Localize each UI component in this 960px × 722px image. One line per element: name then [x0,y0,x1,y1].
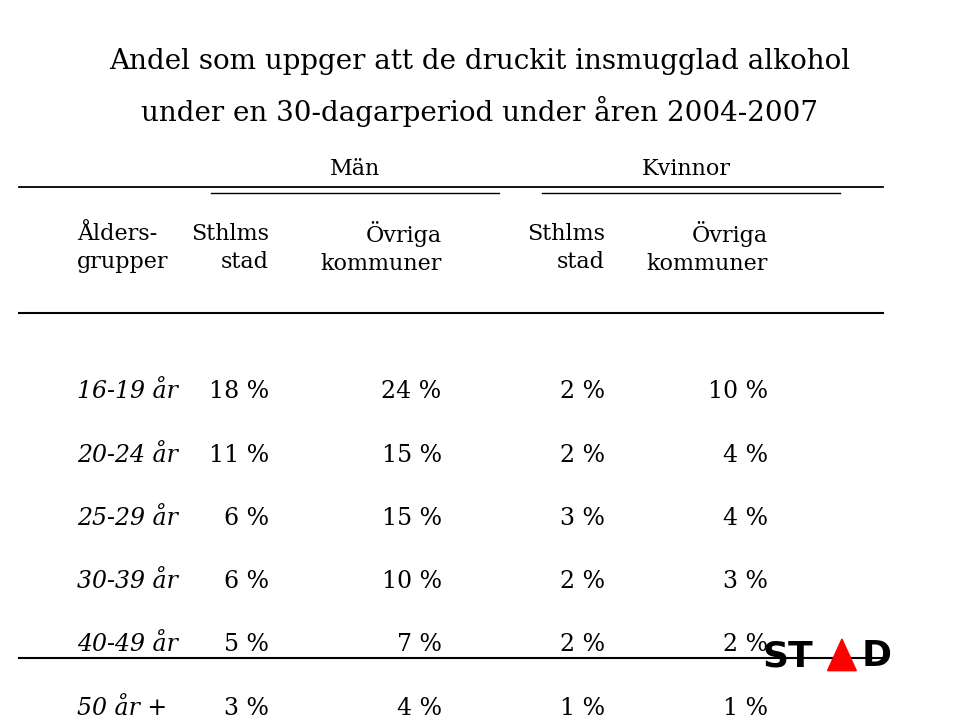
Text: ST: ST [762,639,813,674]
Text: 2 %: 2 % [723,633,768,656]
Text: 2 %: 2 % [560,443,605,466]
Text: under en 30-dagarperiod under åren 2004-2007: under en 30-dagarperiod under åren 2004-… [141,96,819,127]
Text: 6 %: 6 % [224,570,269,593]
Text: 50 år +: 50 år + [77,697,167,720]
Text: D: D [862,639,892,674]
Text: 10 %: 10 % [708,380,768,404]
Text: 6 %: 6 % [224,507,269,530]
Text: 20-24 år: 20-24 år [77,443,178,466]
Text: 10 %: 10 % [382,570,442,593]
Text: 4 %: 4 % [723,443,768,466]
Text: 40-49 år: 40-49 år [77,633,178,656]
Text: 15 %: 15 % [382,507,442,530]
Text: 16-19 år: 16-19 år [77,380,178,404]
Text: Ålders-
grupper: Ålders- grupper [77,222,168,274]
Text: 18 %: 18 % [208,380,269,404]
Text: 2 %: 2 % [560,380,605,404]
Text: 2 %: 2 % [560,570,605,593]
Text: 5 %: 5 % [224,633,269,656]
Text: Män: Män [330,158,380,180]
Text: 4 %: 4 % [396,697,442,720]
Text: 1 %: 1 % [723,697,768,720]
Text: Andel som uppger att de druckit insmugglad alkohol: Andel som uppger att de druckit insmuggl… [109,48,851,74]
Text: 15 %: 15 % [382,443,442,466]
Text: Övriga
kommuner: Övriga kommuner [321,221,442,275]
Text: Övriga
kommuner: Övriga kommuner [647,221,768,275]
Text: 3 %: 3 % [560,507,605,530]
Text: Sthlms
stad: Sthlms stad [527,222,605,274]
Text: 3 %: 3 % [224,697,269,720]
Text: Sthlms
stad: Sthlms stad [191,222,269,274]
Text: 7 %: 7 % [396,633,442,656]
Text: 4 %: 4 % [723,507,768,530]
Text: 2 %: 2 % [560,633,605,656]
Text: 11 %: 11 % [208,443,269,466]
Text: 30-39 år: 30-39 år [77,570,178,593]
Text: 1 %: 1 % [560,697,605,720]
Text: 24 %: 24 % [381,380,442,404]
Text: Kvinnor: Kvinnor [642,158,731,180]
Text: 25-29 år: 25-29 år [77,507,178,530]
Polygon shape [828,639,856,671]
Text: 3 %: 3 % [723,570,768,593]
